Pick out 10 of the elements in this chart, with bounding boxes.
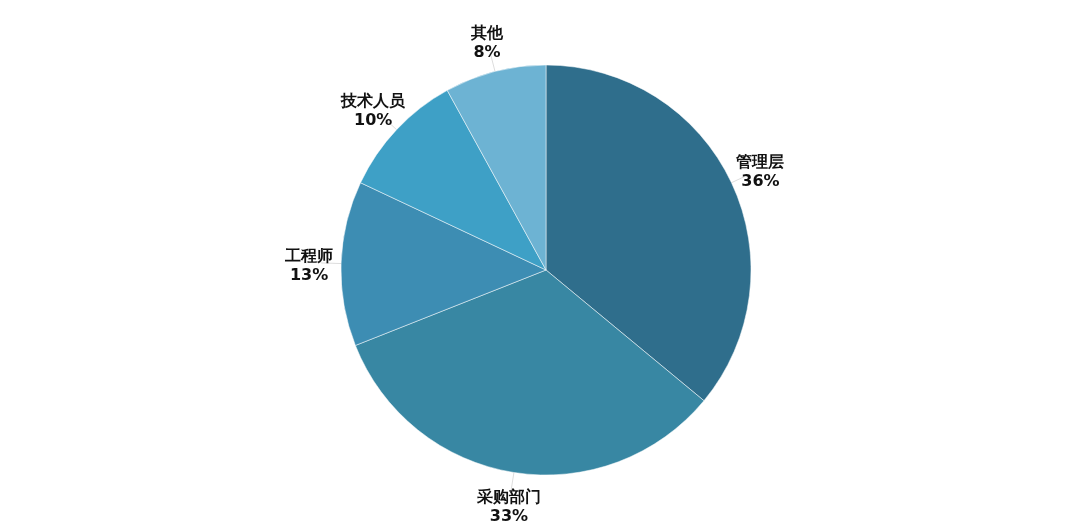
data-label: 33%: [489, 506, 529, 526]
data-label: 13%: [289, 264, 329, 284]
slice-label: 采购部门: [475, 487, 541, 507]
slice-label: 管理层: [735, 152, 785, 172]
data-label: 36%: [741, 171, 780, 191]
slice-label: 工程师: [284, 245, 334, 265]
data-label: 8%: [473, 42, 501, 62]
data-label: 10%: [354, 109, 393, 129]
slice-label: 技术人员: [340, 90, 407, 110]
slice-label: 其他: [470, 23, 505, 43]
